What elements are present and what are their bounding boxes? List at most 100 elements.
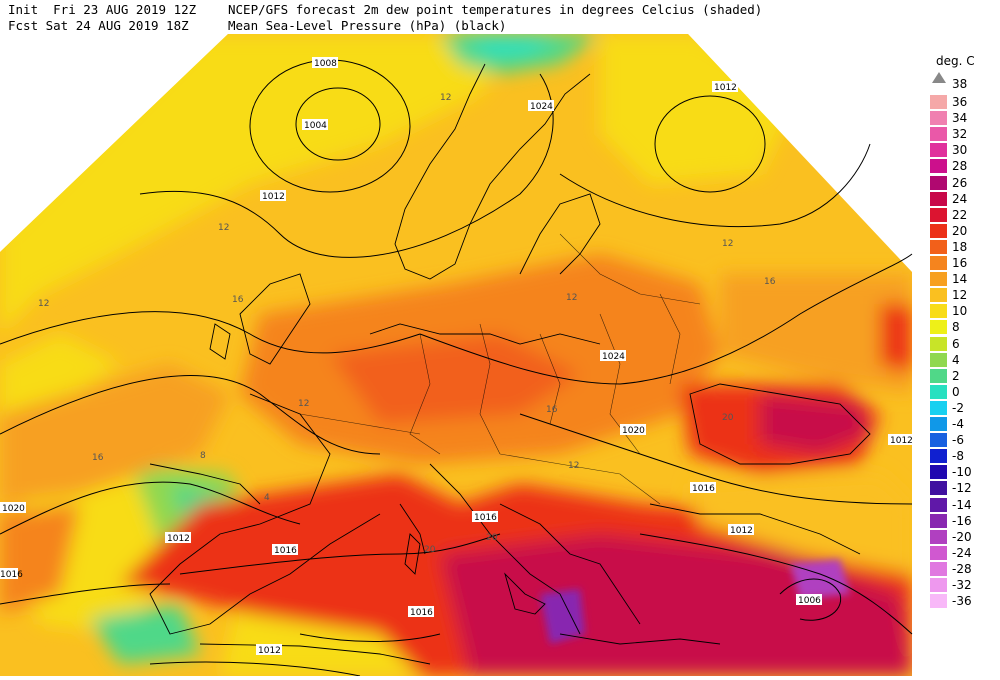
isobar-label: 1016 (272, 544, 298, 556)
legend-swatch (930, 465, 947, 480)
legend-entry: 10 (930, 303, 1000, 319)
legend-label: 26 (952, 175, 968, 190)
legend-swatch (930, 191, 947, 206)
svg-text:1020: 1020 (622, 426, 645, 436)
dewpoint-label: 16 (92, 453, 104, 463)
isobar-labels: 1008 1004 1024 1012 1012 1024 1020 1016 … (0, 57, 914, 656)
legend-swatch (930, 239, 947, 254)
legend-entry: 4 (930, 352, 1000, 368)
legend-entry: 2 (930, 368, 1000, 384)
dewpoint-label: 12 (298, 399, 309, 409)
legend-entry: 6 (930, 336, 1000, 352)
legend-entry: 26 (930, 175, 1000, 191)
legend-entry: 22 (930, 207, 1000, 223)
isobars (0, 59, 913, 676)
svg-text:1020: 1020 (2, 504, 25, 514)
legend-swatch (930, 304, 947, 319)
legend-label: -28 (952, 561, 972, 576)
legend-label: 22 (952, 207, 968, 222)
legend-label: -20 (952, 529, 972, 544)
legend-label: 6 (952, 336, 960, 351)
legend-swatch (930, 594, 947, 609)
dewpoint-label: 12 (38, 299, 49, 309)
legend-entry: 14 (930, 271, 1000, 287)
dewpoint-label: 12 (568, 461, 579, 471)
legend-overflow-arrow-icon (932, 72, 946, 83)
legend-entry: -10 (930, 464, 1000, 480)
isobar-label: 1012 (256, 644, 282, 656)
legend-entry: -12 (930, 480, 1000, 496)
map-canvas: 1008 1004 1024 1012 1012 1024 1020 1016 … (0, 34, 914, 676)
legend-label: 28 (952, 159, 968, 174)
legend-label: -4 (952, 417, 964, 431)
svg-text:1012: 1012 (167, 534, 190, 544)
svg-text:1016: 1016 (0, 570, 23, 580)
legend-entry: 12 (930, 287, 1000, 303)
forecast-time-header: Init Fri 23 AUG 2019 12Z Fcst Sat 24 AUG… (8, 2, 196, 34)
legend-entry: 28 (930, 158, 1000, 174)
legend-entry: 30 (930, 142, 1000, 158)
dewpoint-label: 12 (440, 93, 451, 103)
legend-swatch (930, 207, 947, 222)
dewpoint-label: 16 (546, 405, 558, 415)
legend-label: -2 (952, 400, 964, 415)
legend-swatch (930, 223, 947, 238)
legend-entry: 8 (930, 319, 1000, 335)
legend-entry: 32 (930, 126, 1000, 142)
svg-text:1004: 1004 (304, 121, 327, 131)
legend-entry: -24 (930, 545, 1000, 561)
legend-swatch (930, 143, 947, 158)
legend-label: -36 (952, 594, 972, 609)
isobar-label: 1012 (712, 81, 738, 93)
dewpoint-label: 8 (200, 451, 206, 461)
legend-swatch (930, 127, 947, 142)
legend-label: -12 (952, 481, 972, 496)
legend-label: 4 (952, 352, 960, 367)
product-title-header: NCEP/GFS forecast 2m dew point temperatu… (228, 2, 762, 34)
legend-title: deg. C (936, 54, 975, 68)
isobar-label: 1008 (312, 57, 338, 69)
isobar-label: 1020 (0, 502, 26, 514)
legend-label: 24 (952, 191, 968, 206)
isobar-label: 1016 (408, 606, 434, 618)
isobar-label: 1006 (796, 594, 822, 606)
legend-entry: 24 (930, 191, 1000, 207)
product-title-text: NCEP/GFS forecast 2m dew point temperatu… (228, 2, 763, 17)
svg-text:1012: 1012 (890, 436, 913, 446)
svg-text:1012: 1012 (730, 526, 753, 536)
legend-label: 30 (952, 143, 968, 158)
legend-entry: -20 (930, 529, 1000, 545)
legend-entry: -36 (930, 593, 1000, 609)
legend-entry: 36 (930, 94, 1000, 110)
legend-swatch (930, 481, 947, 496)
legend-top-value: 38 (952, 77, 968, 91)
legend-entry: -8 (930, 448, 1000, 464)
legend-label: -16 (952, 513, 972, 528)
svg-text:1006: 1006 (798, 596, 821, 606)
isobar-label: 1020 (620, 424, 646, 436)
dewpoint-label: 12 (566, 293, 577, 303)
dewpoint-labels: 12 12 12 12 16 16 12 16 12 16 20 20 20 1… (38, 93, 776, 555)
init-time-text: Init Fri 23 AUG 2019 12Z (8, 2, 197, 17)
product-subtitle-text: Mean Sea-Level Pressure (hPa) (black) (228, 18, 507, 33)
dewpoint-map: 1008 1004 1024 1012 1012 1024 1020 1016 … (0, 34, 915, 676)
dewpoint-label: 20 (424, 545, 436, 555)
dewpoint-label: 20 (486, 533, 498, 543)
dewpoint-label: 16 (232, 295, 244, 305)
svg-text:1012: 1012 (714, 83, 737, 93)
legend-swatch (930, 272, 947, 287)
legend-entry: -28 (930, 561, 1000, 577)
legend-label: 34 (952, 111, 968, 126)
legend-entry: -6 (930, 432, 1000, 448)
legend-swatch (930, 384, 947, 399)
legend-label: 2 (952, 368, 960, 383)
dewpoint-label: 20 (722, 413, 734, 423)
isobar-label: 1016 (690, 482, 716, 494)
legend-swatch (930, 449, 947, 464)
legend-swatch (930, 497, 947, 512)
legend-entry: 34 (930, 110, 1000, 126)
isobar-label: 1004 (302, 119, 328, 131)
legend-label: 14 (952, 272, 968, 287)
legend-label: 12 (952, 288, 968, 303)
coastlines (149, 63, 871, 665)
